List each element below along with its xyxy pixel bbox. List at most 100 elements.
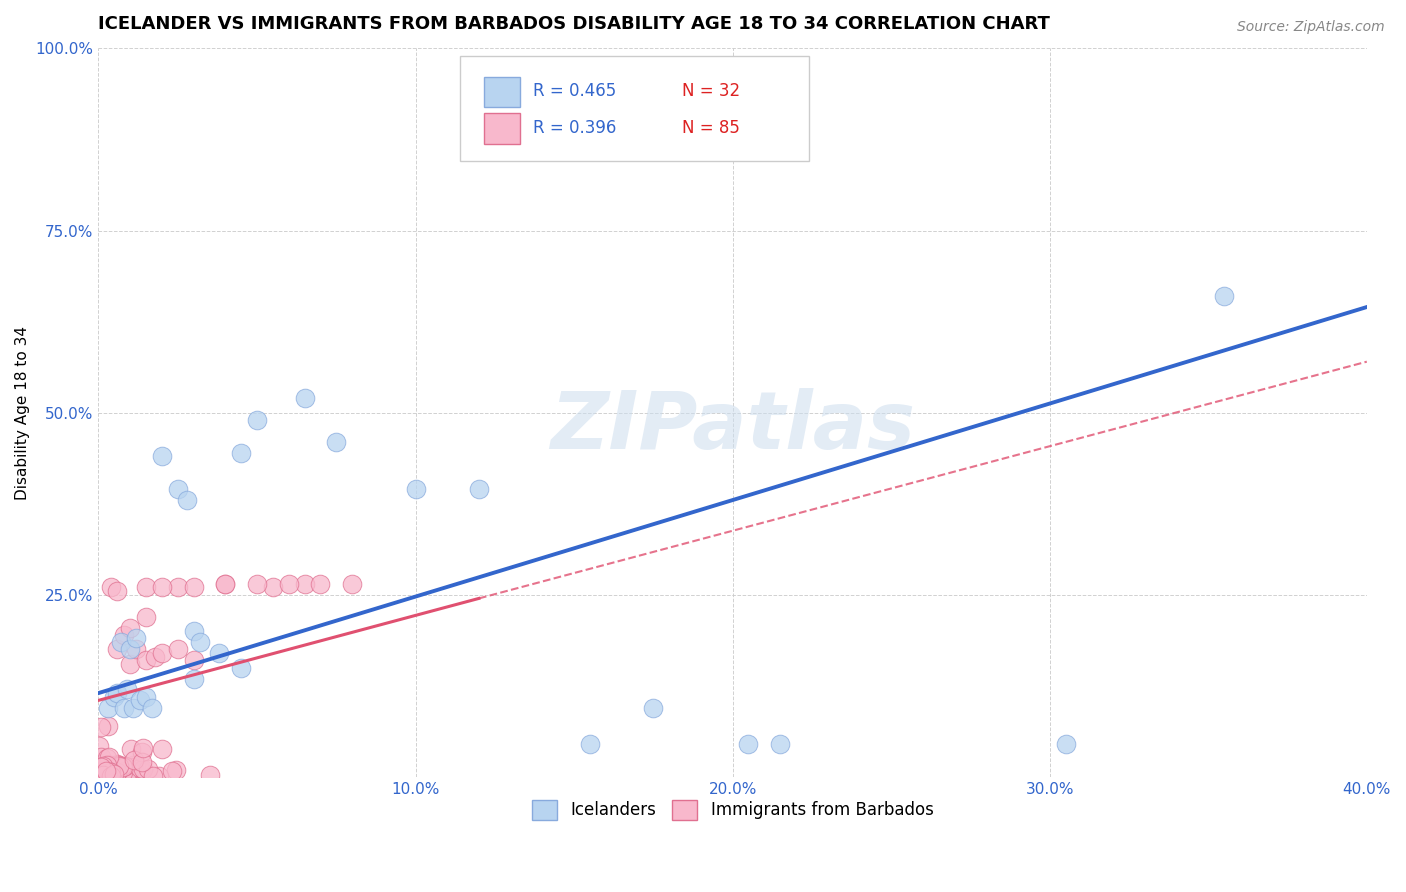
Point bbox=[160, 764, 183, 779]
Point bbox=[100, 769, 122, 783]
Point bbox=[91, 759, 114, 773]
Point bbox=[148, 769, 170, 783]
Point bbox=[325, 434, 347, 449]
Point bbox=[643, 700, 665, 714]
Point bbox=[129, 761, 152, 775]
Point bbox=[166, 482, 188, 496]
Point bbox=[136, 762, 159, 776]
Point bbox=[90, 750, 112, 764]
Point bbox=[91, 760, 114, 774]
Point bbox=[87, 739, 110, 754]
Point bbox=[104, 769, 127, 783]
Point bbox=[91, 764, 114, 779]
Point bbox=[150, 581, 173, 595]
Y-axis label: Disability Age 18 to 34: Disability Age 18 to 34 bbox=[15, 326, 30, 500]
Point bbox=[309, 577, 332, 591]
Point bbox=[107, 642, 129, 657]
Point bbox=[229, 446, 252, 460]
Point bbox=[340, 577, 363, 591]
Point bbox=[96, 751, 118, 765]
Point bbox=[112, 760, 135, 774]
Point bbox=[97, 764, 120, 779]
Point bbox=[100, 765, 122, 780]
Point bbox=[131, 755, 153, 769]
Point bbox=[111, 765, 134, 780]
Point bbox=[125, 632, 148, 646]
Point bbox=[93, 769, 115, 783]
Point bbox=[122, 753, 145, 767]
Point bbox=[94, 764, 117, 778]
Point bbox=[176, 493, 198, 508]
Point bbox=[135, 581, 157, 595]
Text: R = 0.465: R = 0.465 bbox=[533, 82, 617, 101]
Point bbox=[100, 581, 122, 595]
Point bbox=[246, 413, 269, 427]
Text: N = 32: N = 32 bbox=[682, 82, 740, 101]
Point bbox=[89, 764, 111, 779]
Point bbox=[98, 750, 121, 764]
Point bbox=[120, 621, 142, 635]
Point bbox=[120, 657, 142, 671]
Point bbox=[166, 581, 188, 595]
Point bbox=[98, 758, 121, 772]
Point bbox=[110, 635, 132, 649]
Point bbox=[262, 581, 284, 595]
FancyBboxPatch shape bbox=[484, 77, 520, 107]
Point bbox=[90, 760, 112, 774]
Point bbox=[132, 762, 155, 776]
Point bbox=[229, 660, 252, 674]
Point bbox=[135, 690, 157, 704]
Point bbox=[112, 760, 135, 774]
Point bbox=[294, 391, 316, 405]
Point bbox=[142, 769, 165, 783]
Point bbox=[769, 737, 792, 751]
Point bbox=[103, 767, 125, 781]
Point bbox=[115, 765, 138, 780]
Point bbox=[128, 693, 150, 707]
Point bbox=[214, 577, 236, 591]
Point bbox=[105, 766, 128, 780]
Point bbox=[737, 737, 759, 751]
Point bbox=[129, 764, 152, 779]
Point bbox=[96, 761, 118, 775]
Point bbox=[145, 649, 167, 664]
Point bbox=[111, 759, 134, 773]
Point bbox=[112, 700, 135, 714]
Point bbox=[135, 653, 157, 667]
Point bbox=[107, 584, 129, 599]
Text: ZIPatlas: ZIPatlas bbox=[550, 388, 915, 467]
Point bbox=[150, 646, 173, 660]
Point bbox=[114, 759, 136, 773]
Point bbox=[87, 764, 110, 779]
Point bbox=[120, 742, 142, 756]
Point bbox=[97, 700, 120, 714]
Point bbox=[183, 581, 205, 595]
Point bbox=[188, 635, 211, 649]
Point bbox=[208, 646, 231, 660]
Point bbox=[150, 742, 173, 756]
Point bbox=[131, 745, 153, 759]
Text: R = 0.396: R = 0.396 bbox=[533, 119, 617, 136]
Point bbox=[125, 758, 148, 772]
Point bbox=[122, 758, 145, 772]
Point bbox=[105, 765, 128, 780]
Point bbox=[103, 765, 125, 780]
Point bbox=[183, 624, 205, 639]
Point bbox=[165, 763, 187, 777]
Point bbox=[132, 741, 155, 756]
Point bbox=[141, 700, 163, 714]
Point bbox=[150, 450, 173, 464]
Point bbox=[120, 642, 142, 657]
Point bbox=[246, 577, 269, 591]
Point bbox=[214, 577, 236, 591]
FancyBboxPatch shape bbox=[460, 55, 808, 161]
Point bbox=[468, 482, 491, 496]
Point bbox=[91, 767, 114, 781]
Point bbox=[107, 758, 129, 772]
Point bbox=[198, 768, 221, 782]
Point bbox=[111, 769, 134, 783]
Point bbox=[115, 682, 138, 697]
Point bbox=[107, 757, 129, 772]
Point bbox=[122, 700, 145, 714]
Point bbox=[107, 686, 129, 700]
